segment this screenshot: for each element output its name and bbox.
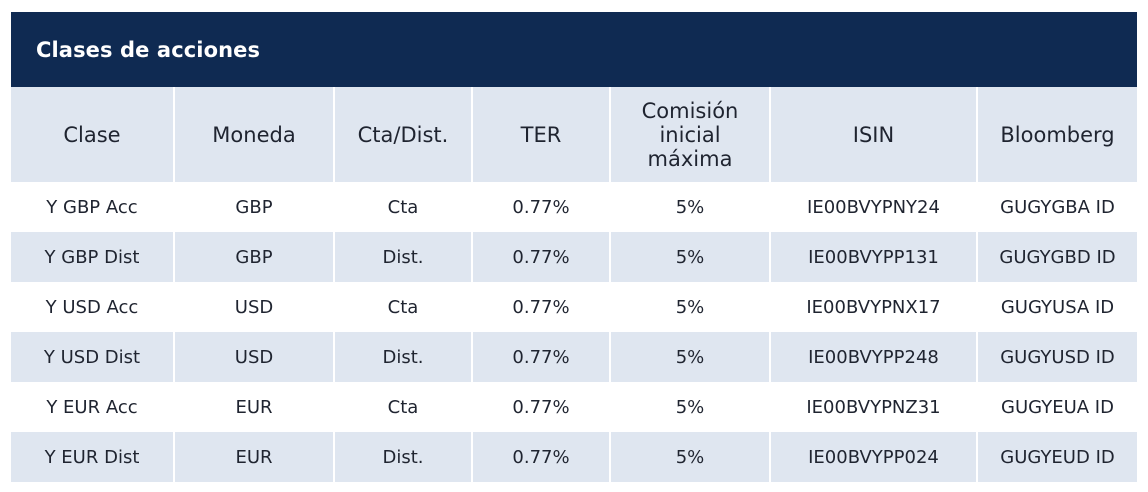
- cell-cta-dist: Dist.: [334, 232, 473, 282]
- table-row: Y USD Acc USD Cta 0.77% 5% IE00BVYPNX17 GUGYUS…: [11, 282, 1137, 332]
- cell-cta-dist: Dist.: [334, 332, 473, 382]
- cell-comision: 5%: [610, 332, 771, 382]
- cell-ter: 0.77%: [472, 182, 610, 232]
- header-bloomberg: Bloomberg: [977, 87, 1137, 182]
- cell-cta-dist: Cta: [334, 382, 472, 432]
- cell-moneda: USD: [174, 282, 334, 332]
- cell-isin: IE00BVYPNX17: [770, 282, 977, 332]
- cell-comision: 5%: [610, 382, 770, 432]
- cell-isin: IE00BVYPNY24: [770, 182, 977, 232]
- cell-moneda: GBP: [174, 232, 335, 282]
- cell-isin: IE00BVYPP248: [770, 332, 978, 382]
- cell-isin: IE00BVYPP131: [770, 232, 978, 282]
- cell-cta-dist: Dist.: [334, 432, 473, 482]
- cell-comision: 5%: [610, 182, 770, 232]
- cell-clase: Y USD Dist: [11, 332, 175, 382]
- table-title: Clases de acciones: [36, 37, 261, 62]
- table-title-bar: Clases de acciones: [11, 12, 1137, 87]
- cell-moneda: EUR: [174, 432, 335, 482]
- table-header: Clase Moneda Cta/Dist. TER Comisión inic…: [11, 87, 1137, 182]
- cell-moneda: EUR: [174, 382, 334, 432]
- cell-bloomberg: GUGYGBD ID: [977, 232, 1137, 282]
- header-isin: ISIN: [770, 87, 978, 182]
- cell-bloomberg: GUGYGBA ID: [977, 182, 1137, 232]
- cell-cta-dist: Cta: [334, 282, 472, 332]
- cell-bloomberg: GUGYUSD ID: [977, 332, 1137, 382]
- cell-clase: Y EUR Dist: [11, 432, 175, 482]
- header-moneda: Moneda: [174, 87, 335, 182]
- header-comision-line: máxima: [647, 146, 733, 171]
- cell-comision: 5%: [610, 282, 770, 332]
- header-comision-line: Comisión: [641, 98, 739, 123]
- cell-cta-dist: Cta: [334, 182, 472, 232]
- cell-clase: Y EUR Acc: [11, 382, 174, 432]
- cell-isin: IE00BVYPP024: [770, 432, 978, 482]
- cell-comision: 5%: [610, 232, 771, 282]
- table-row: Y USD Dist USD Dist. 0.77% 5% IE00BVYPP248 GUG…: [11, 332, 1137, 382]
- cell-bloomberg: GUGYEUA ID: [977, 382, 1137, 432]
- table-row: Y GBP Dist GBP Dist. 0.77% 5% IE00BVYPP131 GUG…: [11, 232, 1137, 282]
- cell-moneda: GBP: [174, 182, 334, 232]
- header-cta-dist: Cta/Dist.: [334, 87, 473, 182]
- header-ter: TER: [472, 87, 611, 182]
- header-comision-line: inicial: [659, 122, 721, 147]
- table-row: Y EUR Dist EUR Dist. 0.77% 5% IE00BVYPP024 GUG…: [11, 432, 1137, 482]
- cell-clase: Y GBP Dist: [11, 232, 175, 282]
- header-clase: Clase: [11, 87, 175, 182]
- table-row: Y EUR Acc EUR Cta 0.77% 5% IE00BVYPNZ31 GUGYEU…: [11, 382, 1137, 432]
- cell-ter: 0.77%: [472, 382, 610, 432]
- cell-clase: Y GBP Acc: [11, 182, 174, 232]
- cell-bloomberg: GUGYEUD ID: [977, 432, 1137, 482]
- cell-moneda: USD: [174, 332, 335, 382]
- header-comision-inicial-maxima: Comisión inicial máxima: [610, 87, 771, 182]
- table-row: Y GBP Acc GBP Cta 0.77% 5% IE00BVYPNY24 GUGYGB…: [11, 182, 1137, 232]
- cell-isin: IE00BVYPNZ31: [770, 382, 977, 432]
- cell-ter: 0.77%: [472, 232, 611, 282]
- cell-bloomberg: GUGYUSA ID: [977, 282, 1137, 332]
- share-classes-table: Clase Moneda Cta/Dist. TER Comisión inic…: [11, 87, 1137, 482]
- cell-ter: 0.77%: [472, 282, 610, 332]
- cell-ter: 0.77%: [472, 432, 611, 482]
- share-classes-panel: Clases de acciones Clase Moneda Cta/Dist…: [11, 12, 1137, 482]
- header-row: Clase Moneda Cta/Dist. TER Comisión inic…: [11, 87, 1137, 182]
- cell-clase: Y USD Acc: [11, 282, 174, 332]
- table-body: Y GBP Acc GBP Cta 0.77% 5% IE00BVYPNY24 GUGYGB…: [11, 182, 1137, 482]
- cell-comision: 5%: [610, 432, 771, 482]
- cell-ter: 0.77%: [472, 332, 611, 382]
